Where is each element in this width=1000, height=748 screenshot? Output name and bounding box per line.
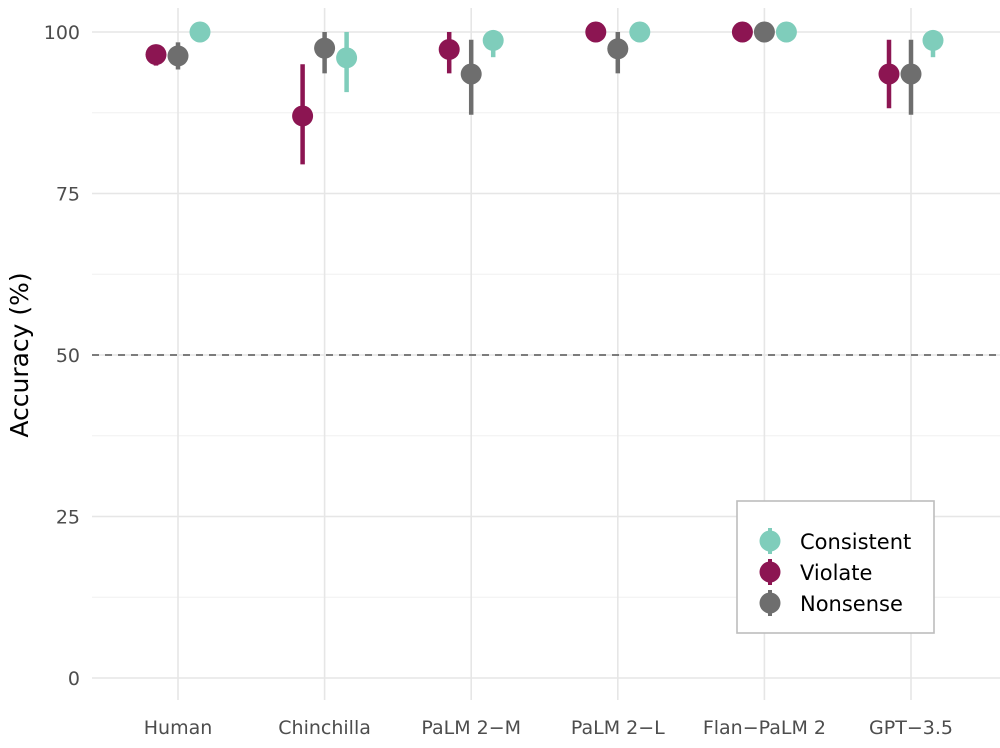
x-tick-label: PaLM 2−L: [571, 717, 665, 739]
data-point: [438, 38, 460, 60]
data-point: [336, 47, 358, 69]
data-point: [922, 29, 944, 51]
data-point: [607, 38, 629, 60]
x-tick-label: PaLM 2−M: [421, 717, 521, 739]
legend-label: Nonsense: [800, 592, 903, 616]
x-tick-label: Human: [144, 717, 213, 739]
y-tick-label: 100: [44, 22, 80, 44]
data-point: [189, 21, 211, 43]
data-point: [585, 21, 607, 43]
y-tick-label: 75: [56, 184, 80, 206]
legend: Consistent Violate Nonsense: [736, 500, 935, 634]
x-tick-label: Flan−PaLM 2: [703, 717, 826, 739]
x-axis-ticks: Human Chinchilla PaLM 2−M PaLM 2−L Flan−PaLM…: [144, 717, 953, 739]
legend-key-point: [759, 592, 781, 614]
data-point: [167, 45, 189, 67]
y-axis-ticks: 0 25 50 75 100: [44, 22, 80, 690]
data-point: [629, 21, 651, 43]
legend-key-point: [759, 530, 781, 552]
data-point: [292, 105, 314, 127]
data-point: [878, 63, 900, 85]
data-point: [460, 63, 482, 85]
legend-label: Consistent: [800, 530, 911, 554]
y-tick-label: 25: [56, 507, 80, 529]
x-tick-label: Chinchilla: [278, 717, 371, 739]
y-axis-title: Accuracy (%): [5, 272, 34, 437]
y-tick-label: 0: [68, 668, 80, 690]
data-point: [753, 21, 775, 43]
data-point: [482, 29, 504, 51]
data-point: [731, 21, 753, 43]
legend-key-point: [759, 561, 781, 583]
y-tick-label: 50: [56, 345, 80, 367]
legend-label: Violate: [800, 561, 872, 585]
data-point: [314, 37, 336, 59]
data-point: [900, 63, 922, 85]
data-point: [775, 21, 797, 43]
x-tick-label: GPT−3.5: [869, 717, 953, 739]
data-marks: [145, 21, 944, 165]
data-point: [145, 44, 167, 66]
